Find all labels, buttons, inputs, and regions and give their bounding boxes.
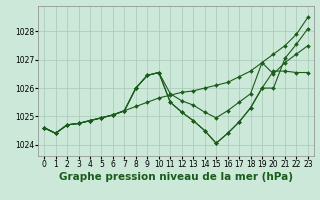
- X-axis label: Graphe pression niveau de la mer (hPa): Graphe pression niveau de la mer (hPa): [59, 172, 293, 182]
